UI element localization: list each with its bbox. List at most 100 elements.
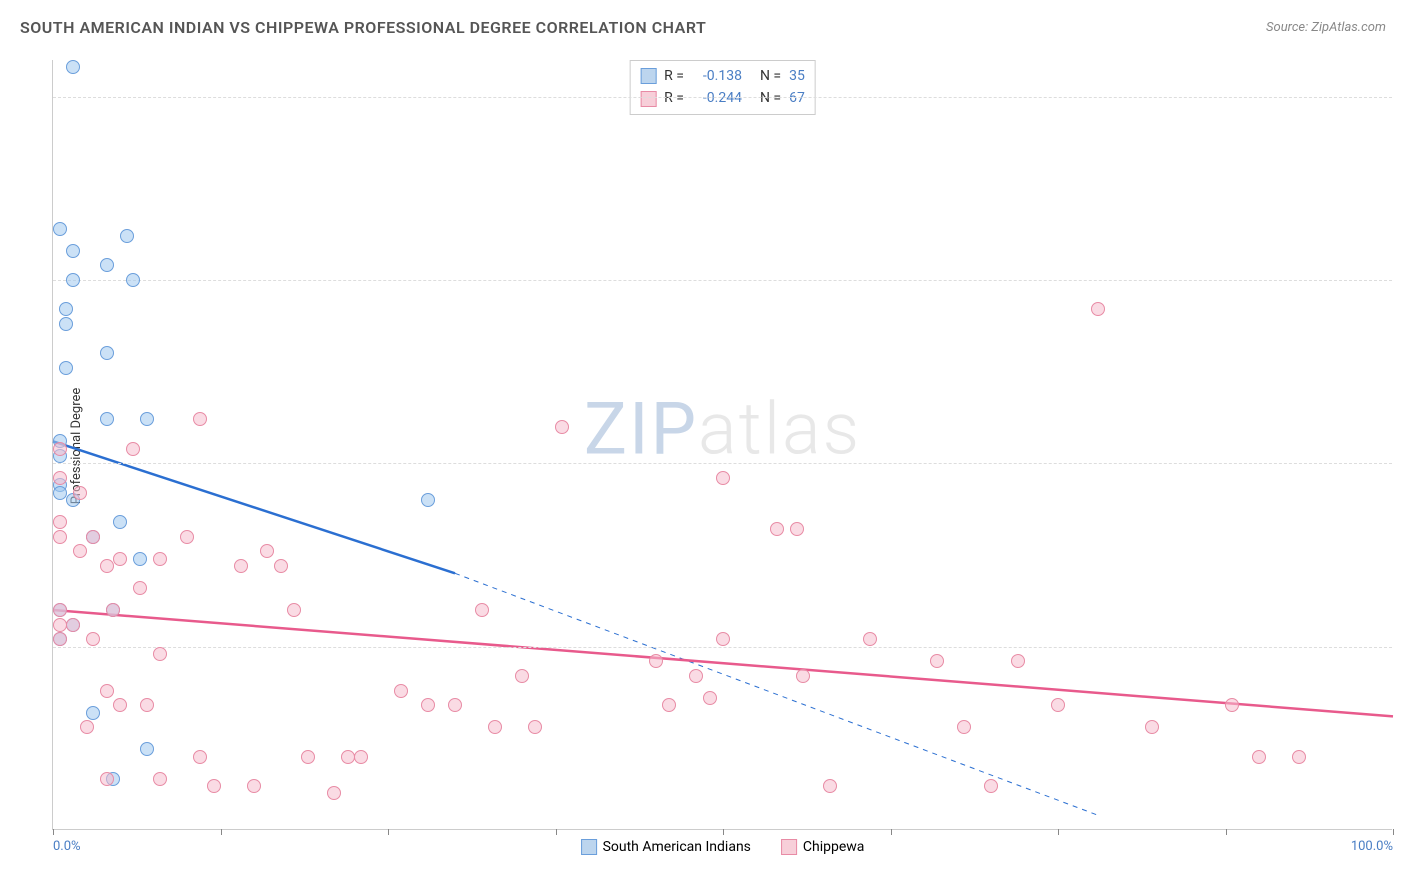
scatter-point <box>649 654 663 668</box>
scatter-point <box>327 786 341 800</box>
scatter-point <box>100 346 114 360</box>
x-tick-mark <box>891 829 892 835</box>
scatter-point <box>421 493 435 507</box>
stat-r-label: R = <box>664 65 684 87</box>
scatter-point <box>100 772 114 786</box>
scatter-point <box>53 618 67 632</box>
scatter-point <box>100 684 114 698</box>
scatter-point <box>53 471 67 485</box>
scatter-point <box>100 559 114 573</box>
scatter-point <box>1145 720 1159 734</box>
gridline-h <box>53 97 1392 98</box>
stat-r-value: -0.244 <box>692 87 742 109</box>
scatter-point <box>930 654 944 668</box>
scatter-point <box>66 273 80 287</box>
trend-lines <box>53 60 1393 830</box>
x-tick-mark <box>1226 829 1227 835</box>
scatter-point <box>1051 698 1065 712</box>
legend-item: South American Indians <box>581 839 751 855</box>
x-tick-mark <box>221 829 222 835</box>
y-tick-label: 5.0% <box>1394 456 1406 471</box>
scatter-point <box>73 544 87 558</box>
gridline-h <box>53 280 1392 281</box>
scatter-point <box>207 779 221 793</box>
scatter-point <box>53 515 67 529</box>
scatter-point <box>53 486 67 500</box>
title-bar: SOUTH AMERICAN INDIAN VS CHIPPEWA PROFES… <box>20 18 1386 37</box>
scatter-point <box>703 691 717 705</box>
scatter-point <box>53 632 67 646</box>
legend-stat-row: R =-0.138N =35 <box>640 65 805 87</box>
scatter-point <box>113 515 127 529</box>
scatter-point <box>59 361 73 375</box>
scatter-point <box>153 772 167 786</box>
scatter-point <box>341 750 355 764</box>
scatter-point <box>716 632 730 646</box>
scatter-point <box>66 618 80 632</box>
scatter-point <box>100 412 114 426</box>
scatter-point <box>716 471 730 485</box>
scatter-point <box>126 273 140 287</box>
scatter-point <box>133 581 147 595</box>
scatter-point <box>113 698 127 712</box>
scatter-point <box>796 669 810 683</box>
y-tick-label: 10.0% <box>1394 89 1406 104</box>
scatter-point <box>73 486 87 500</box>
scatter-point <box>515 669 529 683</box>
scatter-point <box>287 603 301 617</box>
scatter-point <box>1225 698 1239 712</box>
scatter-point <box>1091 302 1105 316</box>
chart-title: SOUTH AMERICAN INDIAN VS CHIPPEWA PROFES… <box>20 18 706 37</box>
legend-swatch <box>781 839 797 855</box>
legend-item: Chippewa <box>781 839 865 855</box>
scatter-point <box>80 720 94 734</box>
scatter-point <box>153 647 167 661</box>
legend-label: Chippewa <box>803 839 865 855</box>
scatter-point <box>153 552 167 566</box>
watermark: ZIPatlas <box>584 387 861 472</box>
gridline-h <box>53 647 1392 648</box>
legend-stats: R =-0.138N =35R =-0.244N =67 <box>629 60 816 115</box>
scatter-point <box>555 420 569 434</box>
scatter-point <box>689 669 703 683</box>
scatter-point <box>59 302 73 316</box>
legend-series: South American Indians Chippewa <box>581 839 865 855</box>
legend-swatch <box>640 68 656 84</box>
scatter-point <box>488 720 502 734</box>
scatter-point <box>180 530 194 544</box>
watermark-atlas: atlas <box>698 387 861 472</box>
scatter-point <box>234 559 248 573</box>
legend-label: South American Indians <box>603 839 751 855</box>
scatter-point <box>421 698 435 712</box>
stat-r-value: -0.138 <box>692 65 742 87</box>
scatter-point <box>790 522 804 536</box>
scatter-point <box>1252 750 1266 764</box>
scatter-point <box>863 632 877 646</box>
plot-area: ZIPatlas R =-0.138N =35R =-0.244N =67 So… <box>52 60 1392 830</box>
stat-n-label: N = <box>760 65 781 87</box>
scatter-point <box>274 559 288 573</box>
scatter-point <box>301 750 315 764</box>
scatter-point <box>823 779 837 793</box>
scatter-point <box>66 60 80 74</box>
y-tick-label: 7.5% <box>1394 273 1406 288</box>
scatter-point <box>394 684 408 698</box>
source-text: Source: ZipAtlas.com <box>1266 20 1386 35</box>
y-tick-label: 2.5% <box>1394 639 1406 654</box>
x-tick-mark <box>723 829 724 835</box>
scatter-point <box>448 698 462 712</box>
x-tick-mark <box>1058 829 1059 835</box>
scatter-point <box>260 544 274 558</box>
stat-n-value: 67 <box>789 87 805 109</box>
stat-r-label: R = <box>664 87 684 109</box>
scatter-point <box>193 412 207 426</box>
stat-n-label: N = <box>760 87 781 109</box>
scatter-point <box>140 742 154 756</box>
gridline-h <box>53 463 1392 464</box>
scatter-point <box>86 530 100 544</box>
scatter-point <box>113 552 127 566</box>
scatter-point <box>53 603 67 617</box>
scatter-point <box>770 522 784 536</box>
legend-stat-row: R = -0.244 N = 67 <box>640 87 805 109</box>
scatter-point <box>53 530 67 544</box>
